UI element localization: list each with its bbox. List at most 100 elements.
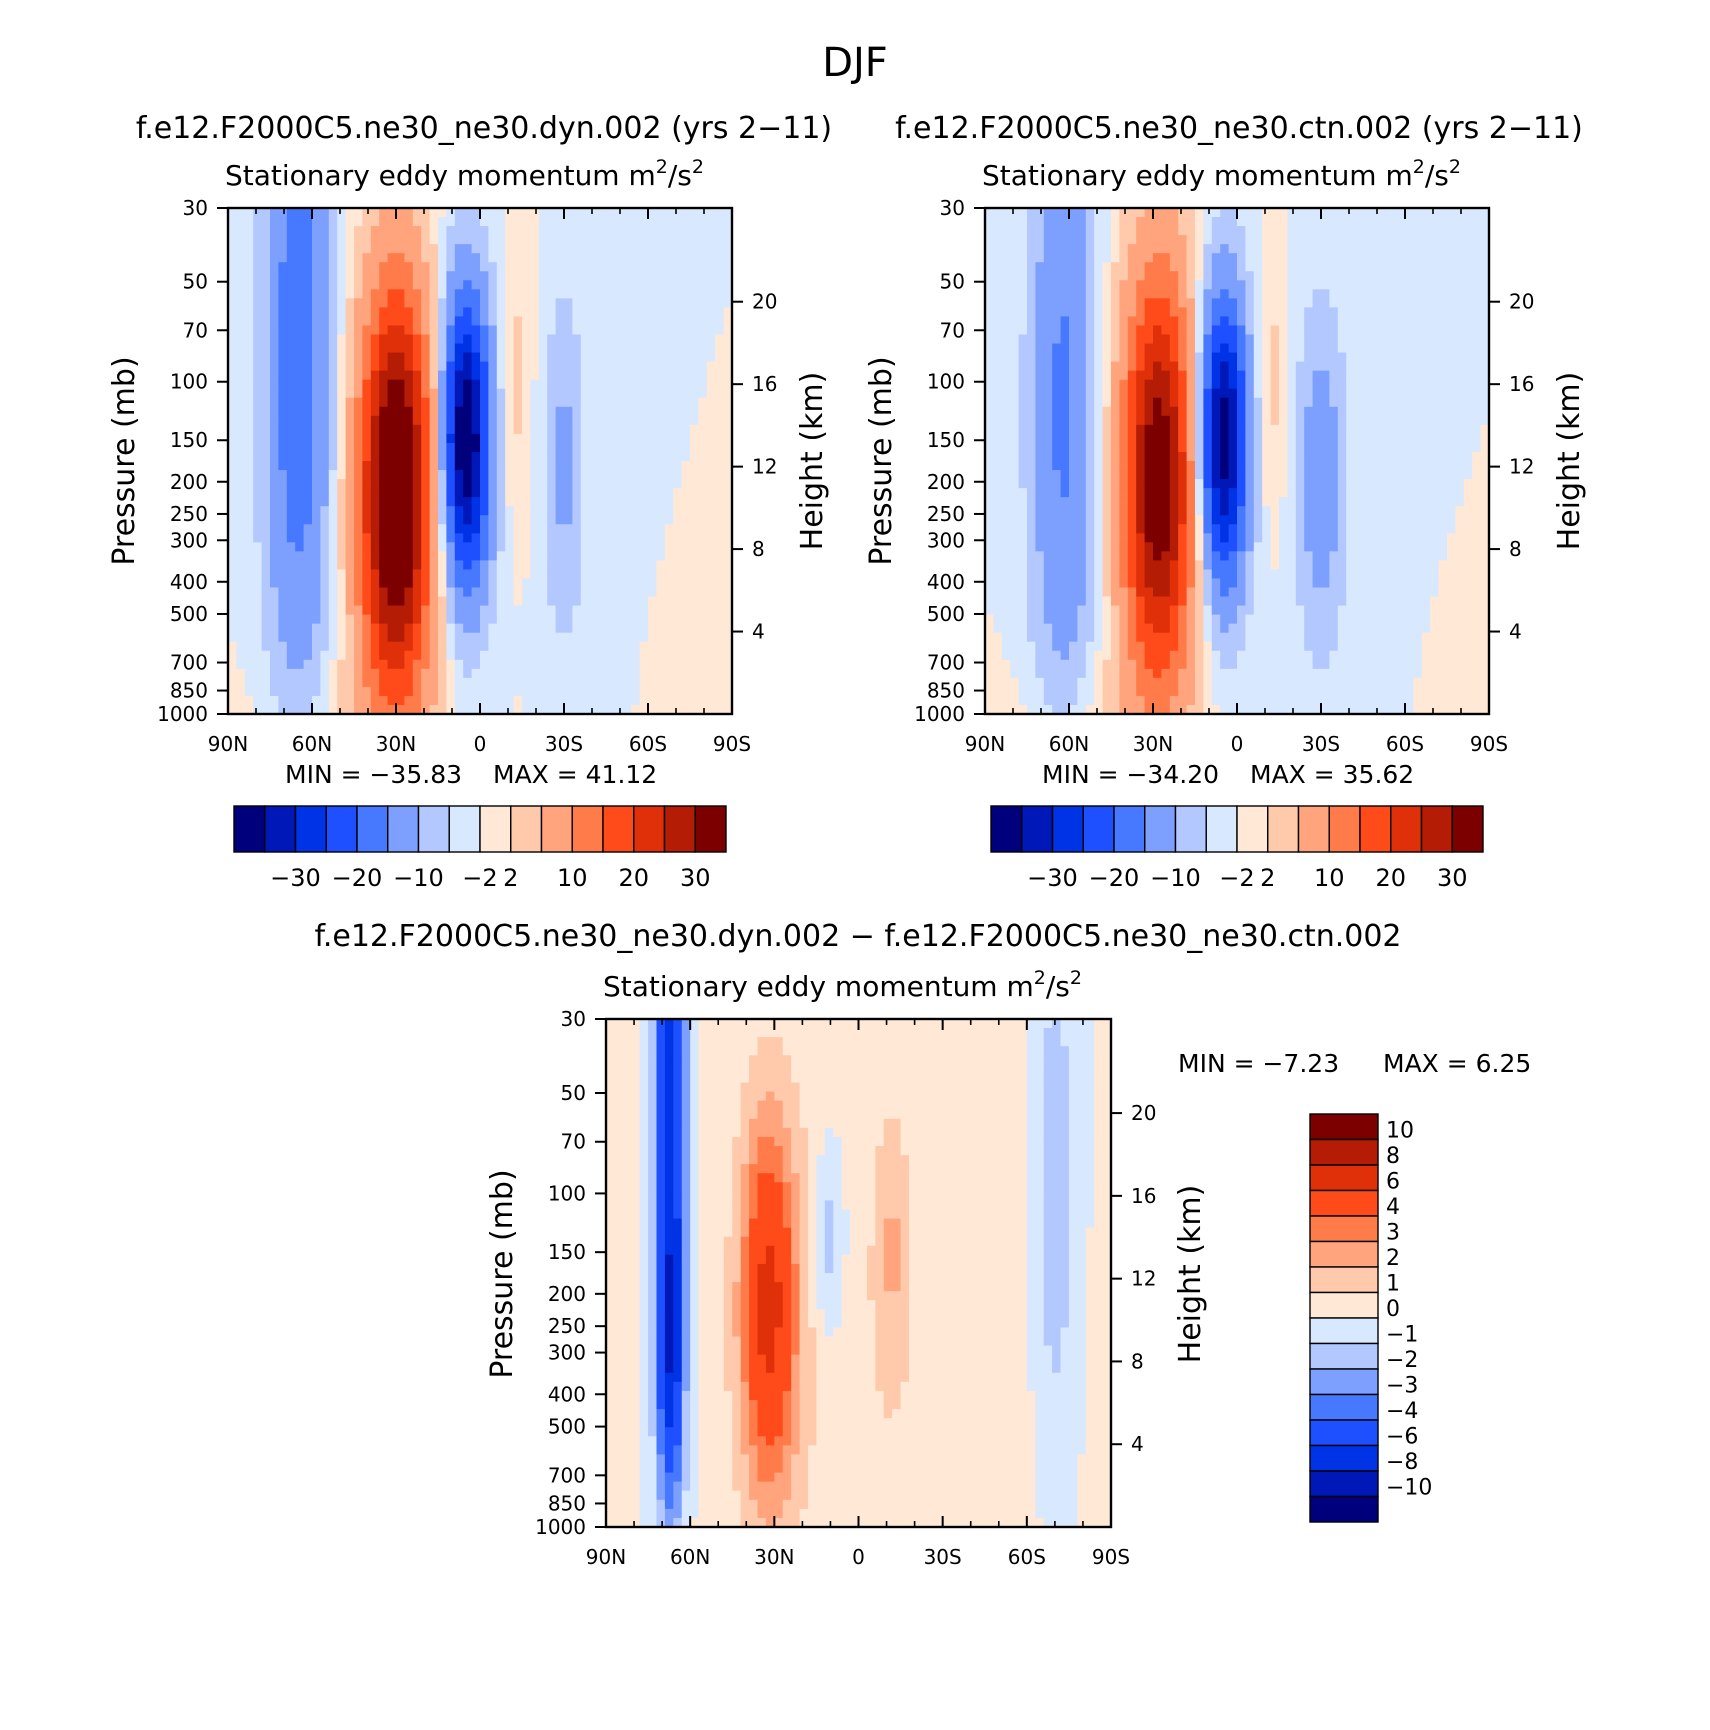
heat-cell xyxy=(505,578,515,589)
heat-cell xyxy=(664,497,674,507)
heat-cell xyxy=(362,442,372,453)
heat-cell xyxy=(463,217,473,227)
heat-cell xyxy=(1102,668,1112,679)
heat-cell xyxy=(1136,388,1146,399)
heat-cell xyxy=(1195,280,1204,290)
heat-cell xyxy=(1127,542,1137,552)
heat-cell xyxy=(244,596,254,607)
heat-cell xyxy=(278,632,288,643)
heat-cell xyxy=(1119,551,1129,561)
heat-cell xyxy=(253,424,263,435)
heat-cell xyxy=(538,524,548,534)
heat-cell xyxy=(244,316,254,327)
heat-cell xyxy=(1186,298,1196,308)
heat-cell xyxy=(580,298,590,308)
heat-cell xyxy=(396,361,405,372)
heat-cell xyxy=(387,289,397,299)
heat-cell xyxy=(656,334,666,345)
heat-cell xyxy=(505,388,515,399)
heat-cell xyxy=(1094,650,1104,661)
heat-cell xyxy=(1144,271,1154,281)
heat-cell xyxy=(438,334,447,345)
heat-cell xyxy=(1178,497,1188,507)
heat-cell xyxy=(345,280,355,290)
heat-cell xyxy=(303,271,313,281)
heat-cell xyxy=(379,298,389,308)
heat-cell xyxy=(1111,253,1120,263)
heat-cell xyxy=(1069,686,1078,697)
heat-cell xyxy=(354,280,363,290)
heat-cell xyxy=(320,605,330,616)
heat-cell xyxy=(1052,542,1062,552)
heat-cell xyxy=(1153,379,1162,390)
heat-cell xyxy=(547,208,557,218)
heat-cell xyxy=(664,406,674,417)
heat-cell xyxy=(715,542,725,552)
heat-cell xyxy=(505,226,515,236)
heat-cell xyxy=(303,623,313,634)
heat-cell xyxy=(993,677,1003,688)
heat-cell xyxy=(513,605,523,616)
heat-cell xyxy=(1001,668,1011,679)
heat-cell xyxy=(538,262,548,272)
heat-cell xyxy=(522,208,531,218)
heat-cell xyxy=(505,289,515,299)
heat-cell xyxy=(1094,325,1104,336)
heat-cell xyxy=(480,650,489,661)
heat-cell xyxy=(1186,641,1196,652)
heat-cell xyxy=(1186,578,1196,589)
heat-cell xyxy=(505,461,515,471)
heat-cell xyxy=(454,442,464,453)
heat-cell xyxy=(379,361,389,372)
heat-cell xyxy=(1203,497,1213,507)
heat-cell xyxy=(1195,235,1204,245)
heat-cell xyxy=(412,497,422,507)
heat-cell xyxy=(1102,632,1112,643)
heat-cell xyxy=(555,379,565,390)
heat-cell xyxy=(639,479,649,489)
heat-cell xyxy=(631,397,641,408)
heat-cell xyxy=(1077,659,1087,670)
heat-cell xyxy=(337,695,347,706)
heat-cell xyxy=(555,470,565,480)
heat-cell xyxy=(1018,614,1028,625)
heat-cell xyxy=(985,497,994,507)
heat-cell xyxy=(555,217,565,227)
heat-cell xyxy=(723,542,733,552)
heat-cell xyxy=(1085,632,1095,643)
heat-cell xyxy=(530,659,540,670)
heat-cell xyxy=(480,641,489,652)
heat-cell xyxy=(1060,433,1070,444)
heat-cell xyxy=(1153,704,1162,715)
heat-cell xyxy=(1144,506,1154,516)
heat-cell xyxy=(286,506,296,516)
heat-cell xyxy=(480,659,489,670)
heat-cell xyxy=(1018,470,1028,480)
heat-cell xyxy=(690,650,699,661)
heat-cell xyxy=(286,668,296,679)
heat-cell xyxy=(698,334,708,345)
heat-cell xyxy=(1027,370,1036,381)
heat-cell xyxy=(438,235,447,245)
heat-cell xyxy=(421,325,431,336)
heat-cell xyxy=(1144,361,1154,372)
heat-cell xyxy=(1111,668,1120,679)
heat-cell xyxy=(564,578,573,589)
heat-cell xyxy=(572,226,582,236)
heat-cell xyxy=(1085,451,1095,462)
heat-cell xyxy=(1111,316,1120,327)
heat-cell xyxy=(673,569,683,580)
heat-cell xyxy=(404,244,414,254)
heat-cell xyxy=(286,406,296,417)
heat-cell xyxy=(396,298,405,308)
heat-cell xyxy=(690,524,699,534)
heat-cell xyxy=(379,316,389,327)
heat-cell xyxy=(1094,217,1104,227)
heat-cell xyxy=(1018,560,1028,571)
heat-cell xyxy=(513,424,523,435)
heat-cell xyxy=(244,497,254,507)
heat-cell xyxy=(572,370,582,381)
heat-cell xyxy=(698,379,708,390)
heat-cell xyxy=(1127,262,1137,272)
heat-cell xyxy=(354,578,363,589)
